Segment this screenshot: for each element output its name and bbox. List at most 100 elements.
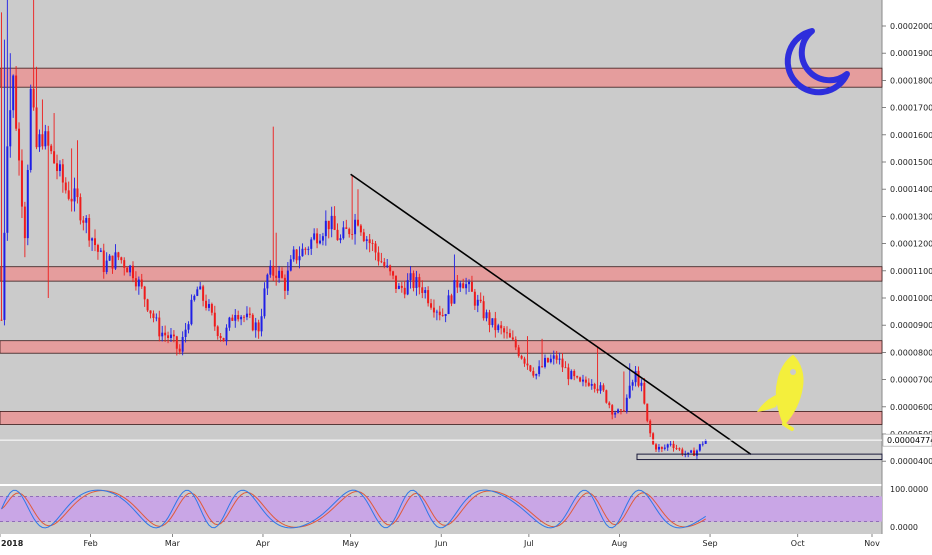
candle-body [535, 374, 538, 376]
candle-body [196, 289, 199, 296]
candle-body [631, 382, 634, 386]
candle-body [561, 358, 564, 368]
candle-body [362, 232, 365, 241]
candle-body [237, 315, 240, 320]
candle-body [216, 326, 219, 337]
candle-body [94, 238, 97, 246]
oscillator-d-line [1, 490, 706, 528]
zone-band [0, 411, 883, 425]
candle-body [324, 220, 327, 237]
candle-body [558, 358, 561, 360]
candle-body [400, 285, 403, 288]
candle-body [695, 450, 698, 456]
candle-body [152, 313, 155, 319]
candle-body [47, 131, 50, 146]
candle-body [634, 370, 637, 383]
candle-body [643, 382, 646, 404]
candle-body [6, 146, 9, 233]
candle-body [392, 271, 395, 276]
candle-body [520, 355, 523, 359]
candle-body [418, 277, 421, 288]
drawings [0, 173, 883, 461]
candle-body [245, 313, 248, 318]
candle-body [386, 265, 389, 267]
candle-body [234, 315, 237, 321]
candle-body [199, 286, 202, 290]
candle-body [222, 337, 225, 342]
candle-body [283, 277, 286, 291]
candle-body [447, 295, 450, 315]
time-tick-label: 2018 [1, 539, 24, 548]
oscillator-k-line [1, 489, 706, 529]
candle-body [339, 238, 342, 241]
candle-body [675, 448, 678, 449]
candle-body [462, 283, 465, 289]
candle-body [143, 286, 146, 300]
candle-body [663, 447, 666, 449]
candle-body [88, 218, 91, 241]
candle-body [508, 333, 511, 338]
candle-body [26, 169, 29, 239]
candle-body [351, 234, 354, 235]
candle-body [184, 329, 187, 337]
candle-body [134, 278, 137, 287]
candle-body [73, 188, 76, 202]
candle-body [576, 376, 579, 378]
candle-body [41, 134, 44, 147]
candle-body [380, 261, 383, 263]
candle-body [573, 370, 576, 377]
candle-body [640, 382, 643, 386]
candle-body [263, 288, 266, 317]
candle-body [619, 409, 622, 411]
candle-body [164, 332, 167, 336]
candle-body [342, 227, 345, 239]
candle-body [590, 383, 593, 386]
candle-body [406, 280, 409, 295]
candle-body [438, 311, 441, 316]
candle-body [394, 275, 397, 289]
time-tick-label: Jul [523, 539, 534, 548]
candle-body [333, 215, 336, 230]
candle-body [424, 290, 427, 294]
candle-body [389, 265, 392, 272]
candle-body [126, 267, 129, 273]
candle-body [102, 250, 105, 272]
candle-body [368, 239, 371, 244]
candle-body [123, 260, 126, 268]
candle-body [397, 285, 400, 289]
candle-body [243, 316, 246, 318]
candle-body [231, 317, 234, 321]
price-axis-ticks: 0.000040000.000050000.000060000.00007000… [882, 22, 932, 466]
candle-body [354, 219, 357, 235]
candle-body [254, 322, 257, 331]
candle-body [435, 311, 438, 313]
candle-body [96, 245, 99, 252]
candle-body [85, 218, 88, 223]
candle-body [137, 279, 140, 287]
candle-body [383, 262, 386, 267]
support-resistance-zones [0, 67, 883, 425]
candle-body [64, 182, 67, 191]
candle-body [76, 188, 79, 198]
candle-body [23, 206, 26, 239]
candle-body [652, 433, 655, 445]
candle-body [701, 443, 704, 445]
candle-body [213, 312, 216, 327]
candle-body [286, 270, 289, 291]
candle-body [207, 304, 210, 308]
candle-body [503, 328, 506, 333]
candle-body [564, 367, 567, 369]
candle-body [260, 316, 263, 332]
time-tick-label: Mar [165, 539, 181, 548]
candle-body [511, 337, 514, 340]
candle-body [459, 283, 462, 288]
candle-body [541, 366, 544, 368]
